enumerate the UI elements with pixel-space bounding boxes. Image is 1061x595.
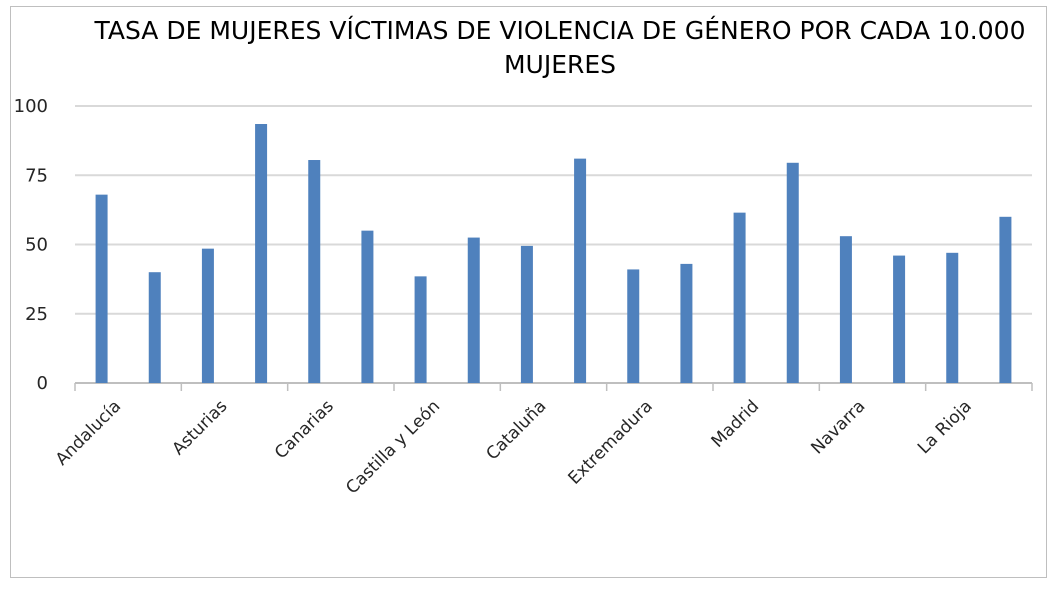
bar	[520, 245, 533, 383]
bar	[414, 276, 427, 383]
x-axis: Andalucía Asturias Canarias Castilla y León…	[52, 383, 1033, 498]
x-tick-label: La Rioja	[914, 396, 976, 458]
x-tick-label: Madrid	[708, 396, 763, 451]
bar	[893, 255, 906, 383]
y-tick-label: 75	[25, 165, 48, 186]
bar	[255, 124, 268, 383]
bar	[574, 158, 587, 383]
y-axis: 0 25 50 75 100	[14, 96, 48, 394]
x-tick-label: Navarra	[807, 396, 869, 458]
x-tick-label: Andalucía	[52, 396, 125, 469]
x-tick-label: Extremadura	[565, 396, 657, 488]
y-tick-label: 100	[14, 96, 48, 117]
x-tick-label: Cataluña	[483, 396, 551, 464]
y-tick-label: 50	[25, 235, 48, 256]
bar	[467, 237, 480, 383]
bar	[946, 252, 959, 383]
gridlines	[75, 105, 1032, 384]
bar	[148, 272, 161, 383]
bar	[201, 248, 214, 383]
bar	[839, 236, 852, 383]
chart-title: TASA DE MUJERES VÍCTIMAS DE VIOLENCIA DE…	[94, 16, 1026, 79]
x-tick-label: Canarias	[271, 396, 338, 463]
bar	[733, 212, 746, 383]
bar	[95, 194, 108, 383]
bars	[95, 124, 1012, 383]
bar	[786, 162, 799, 383]
bar	[999, 216, 1012, 383]
bar	[361, 230, 374, 383]
y-tick-label: 0	[37, 373, 48, 394]
x-tick-label: Asturias	[169, 396, 232, 459]
bar	[308, 160, 321, 383]
x-tick-label: Castilla y León	[342, 396, 444, 498]
bar	[680, 263, 693, 383]
bar	[627, 269, 640, 383]
y-tick-label: 25	[25, 304, 48, 325]
